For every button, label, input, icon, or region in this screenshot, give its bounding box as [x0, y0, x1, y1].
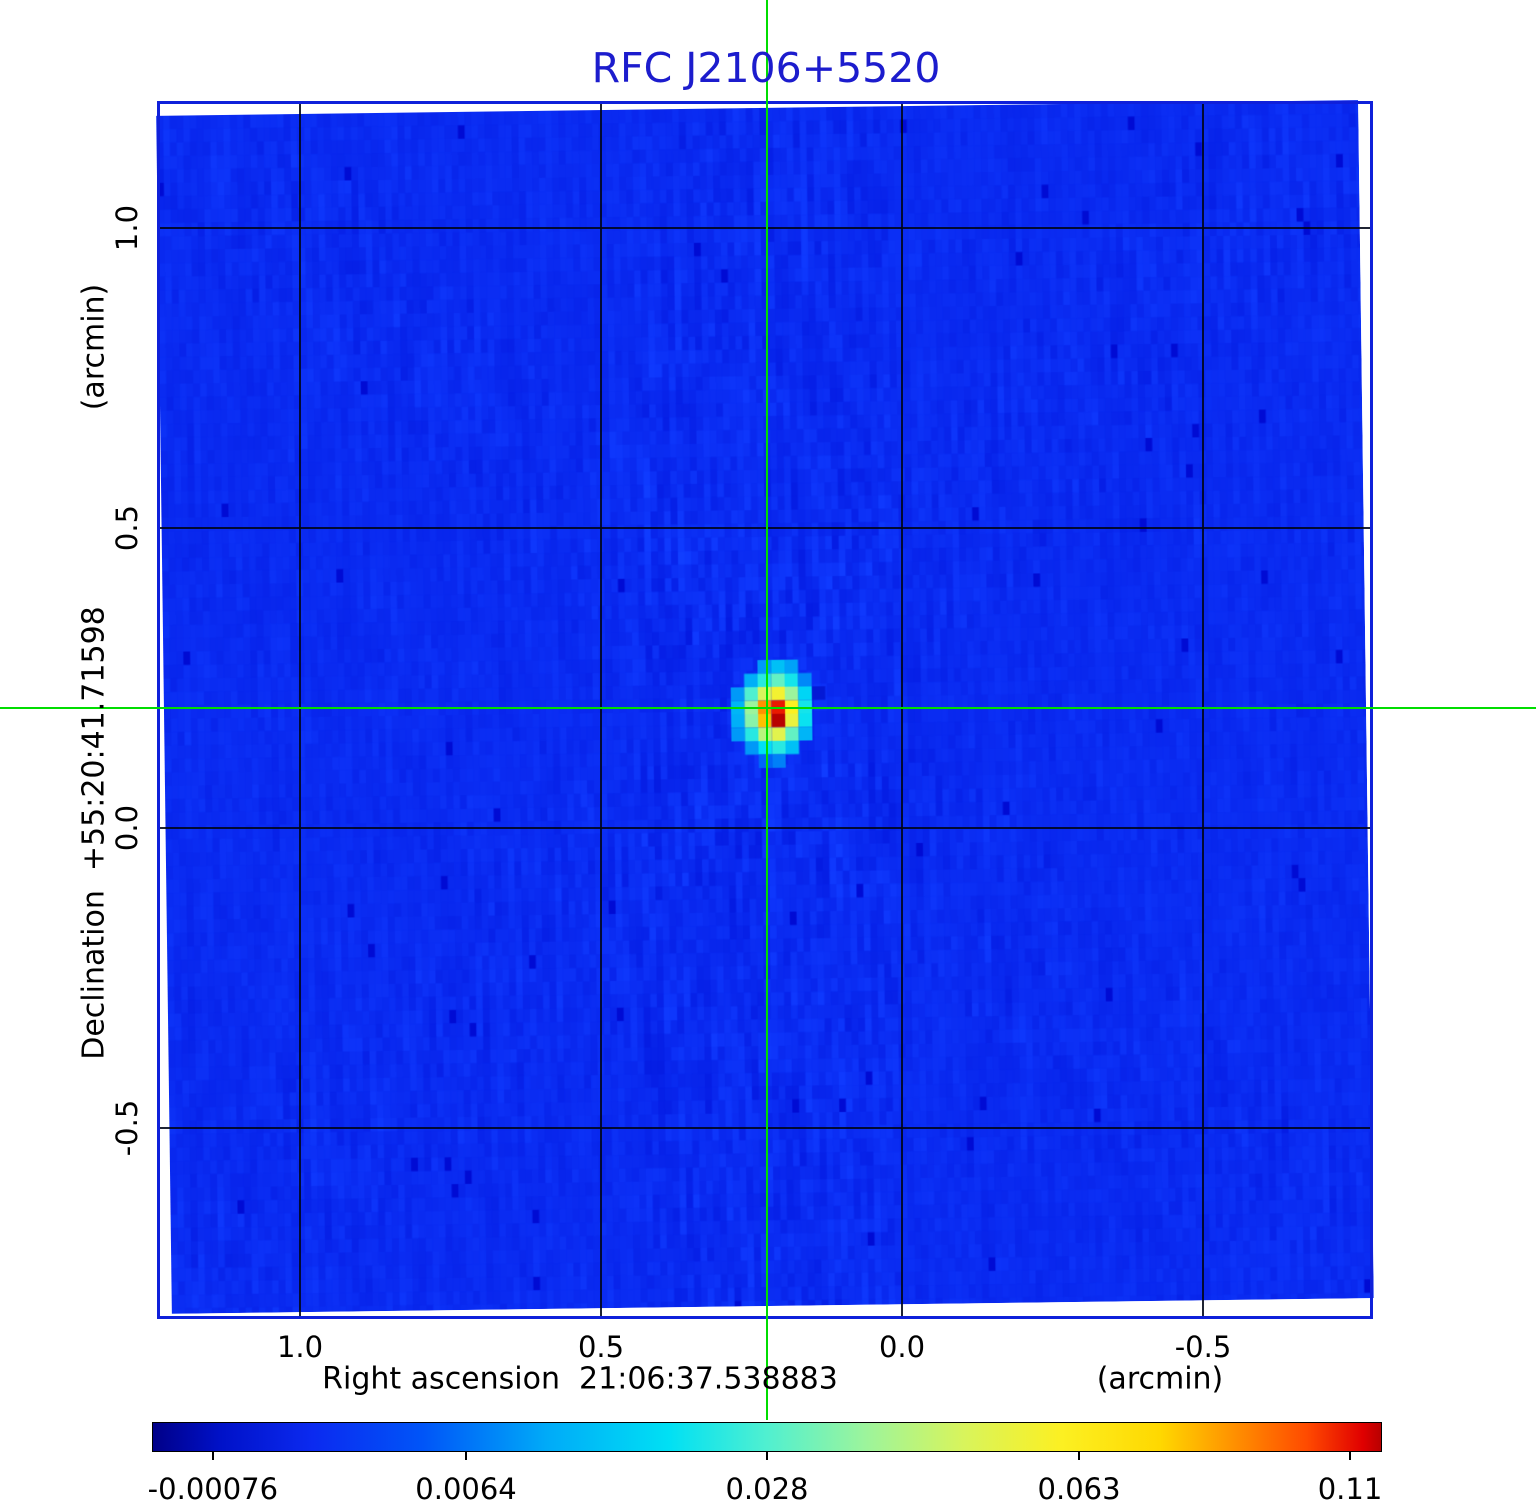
crosshair-horizontal-line: [0, 707, 1536, 710]
grid-line-vertical: [600, 104, 602, 1316]
colorbar-tick-label: 0.11: [1317, 1472, 1383, 1506]
grid-line-vertical: [299, 104, 301, 1316]
colorbar-tick-label: 0.028: [725, 1472, 809, 1506]
y-tick-label: 1.0: [110, 204, 144, 252]
y-tick-label: 0.0: [110, 804, 144, 852]
colorbar-tick: [212, 1452, 214, 1460]
y-axis-label: Declination +55:20:41.71598: [76, 606, 112, 1060]
x-tick-label: 1.0: [276, 1330, 324, 1364]
figure-title: RFC J2106+5520: [591, 44, 941, 92]
grid-line-horizontal: [160, 527, 1370, 529]
x-axis-unit-label: (arcmin): [1096, 1361, 1224, 1397]
y-axis-unit-label: (arcmin): [76, 283, 112, 411]
colorbar-tick: [465, 1452, 467, 1460]
grid-line-horizontal: [160, 827, 1370, 829]
grid-line-vertical: [1202, 104, 1204, 1316]
y-tick-label: -0.5: [110, 1099, 144, 1157]
crosshair-vertical-line: [766, 0, 768, 1420]
x-tick-label: -0.5: [1174, 1330, 1232, 1364]
colorbar-tick: [1078, 1452, 1080, 1460]
x-tick-label: 0.0: [878, 1330, 926, 1364]
colorbar-tick-label: -0.00076: [147, 1472, 279, 1506]
grid-line-vertical: [901, 104, 903, 1316]
x-axis-label: Right ascension 21:06:37.538883: [322, 1361, 838, 1397]
grid-line-horizontal: [160, 1127, 1370, 1129]
colorbar: [152, 1422, 1382, 1452]
y-tick-label: 0.5: [110, 504, 144, 552]
plot-frame: [157, 101, 1373, 1319]
colorbar-tick-label: 0.063: [1037, 1472, 1121, 1506]
x-tick-label: 0.5: [577, 1330, 625, 1364]
colorbar-tick: [1349, 1452, 1351, 1460]
grid-line-horizontal: [160, 227, 1370, 229]
colorbar-tick: [766, 1452, 768, 1460]
colorbar-tick-label: 0.0064: [415, 1472, 517, 1506]
